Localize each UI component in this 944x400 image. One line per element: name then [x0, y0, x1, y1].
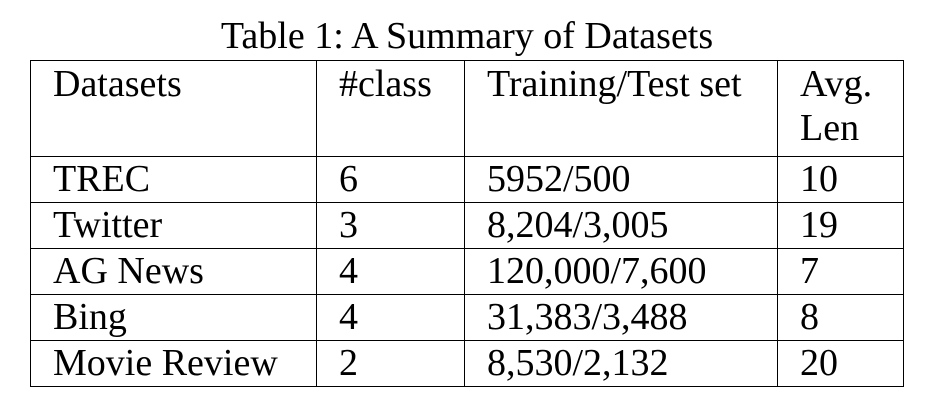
table-row: AG News 4 120,000/7,600 7 — [30, 248, 904, 295]
cell-class-count: 4 — [316, 248, 465, 295]
table-caption: Table 1: A Summary of Datasets — [220, 15, 714, 57]
datasets-summary-table: Datasets #class Training/Test set Avg. L… — [30, 60, 904, 387]
cell-avg-len: 10 — [777, 156, 904, 203]
cell-avg-len: 8 — [777, 294, 904, 341]
cell-dataset: TREC — [30, 156, 317, 203]
cell-dataset: Twitter — [30, 202, 317, 249]
cell-dataset: AG News — [30, 248, 317, 295]
cell-training-test: 8,530/2,132 — [464, 340, 778, 387]
cell-class-count: 3 — [316, 202, 465, 249]
cell-training-test: 8,204/3,005 — [464, 202, 778, 249]
cell-dataset: Movie Review — [30, 340, 317, 387]
cell-class-count: 4 — [316, 294, 465, 341]
cell-training-test: 120,000/7,600 — [464, 248, 778, 295]
cell-class-count: 2 — [316, 340, 465, 387]
cell-class-count: 6 — [316, 156, 465, 203]
table-row: Movie Review 2 8,530/2,132 20 — [30, 340, 904, 387]
header-training-test-set: Training/Test set — [464, 60, 778, 157]
cell-avg-len: 20 — [777, 340, 904, 387]
cell-training-test: 5952/500 — [464, 156, 778, 203]
header-datasets: Datasets — [30, 60, 317, 157]
table-row: TREC 6 5952/500 10 — [30, 156, 904, 203]
cell-avg-len: 7 — [777, 248, 904, 295]
table-row: Twitter 3 8,204/3,005 19 — [30, 202, 904, 249]
cell-training-test: 31,383/3,488 — [464, 294, 778, 341]
header-class-count: #class — [316, 60, 465, 157]
table-row: Bing 4 31,383/3,488 8 — [30, 294, 904, 341]
header-avg-len: Avg. Len — [777, 60, 904, 157]
cell-dataset: Bing — [30, 294, 317, 341]
table-header-row: Datasets #class Training/Test set Avg. L… — [30, 60, 904, 157]
cell-avg-len: 19 — [777, 202, 904, 249]
